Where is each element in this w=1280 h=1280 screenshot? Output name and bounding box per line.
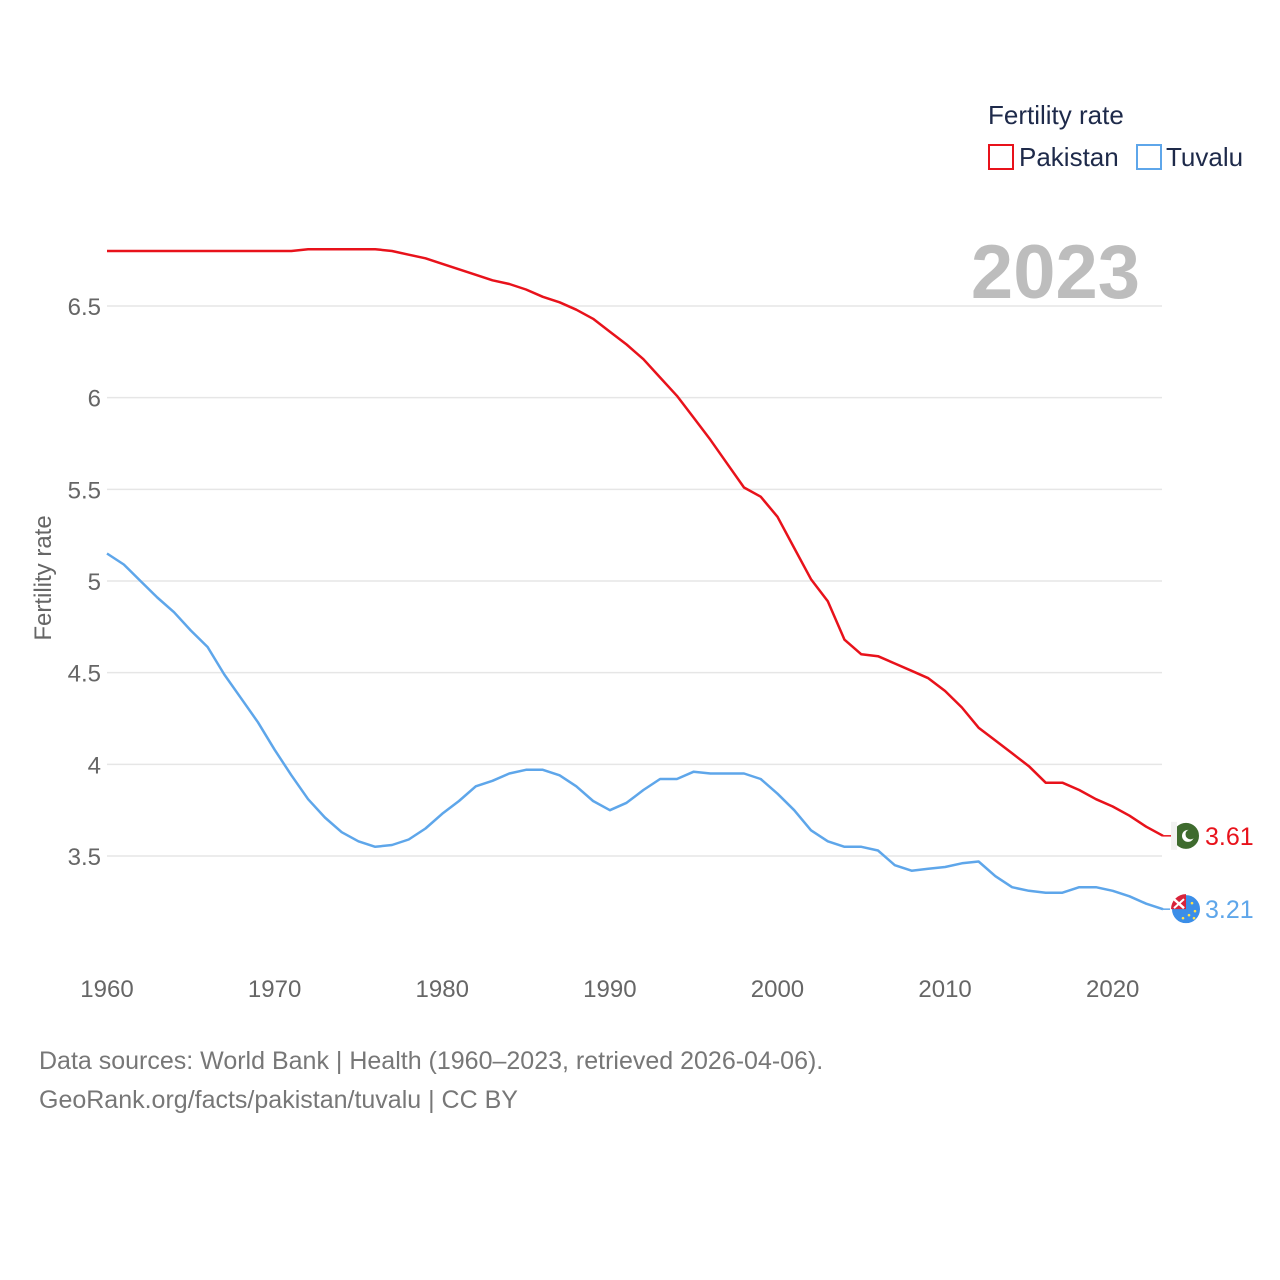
y-tick-label: 4.5 <box>68 661 101 688</box>
footer-source: Data sources: World Bank | Health (1960–… <box>39 1047 823 1075</box>
y-tick-label: 5.5 <box>68 477 101 504</box>
flag-saltire <box>1173 898 1185 909</box>
y-axis-ticks: 3.5 4 4.5 5 5.5 6 6.5 <box>68 294 101 871</box>
flag-white-band <box>1171 821 1177 850</box>
series <box>106 247 1164 911</box>
legend-swatch-tuvalu <box>1136 144 1162 170</box>
x-tick-label: 1980 <box>416 976 469 1003</box>
x-tick-label: 2020 <box>1086 976 1139 1003</box>
legend-title: Fertility rate <box>988 100 1124 130</box>
tuvalu-flag-icon <box>1170 893 1202 926</box>
y-axis-label: Fertility rate <box>30 515 57 640</box>
grid <box>107 305 1162 857</box>
x-tick-label: 2000 <box>751 976 804 1003</box>
current-year-label: 2023 <box>971 230 1140 315</box>
y-tick-label: 6 <box>88 386 101 413</box>
x-tick-label: 1990 <box>583 976 636 1003</box>
legend-item-pakistan[interactable]: Pakistan <box>988 142 1119 172</box>
series-line-pakistan[interactable] <box>107 247 1164 837</box>
footer-link[interactable]: GeoRank.org/facts/pakistan/tuvalu | CC B… <box>39 1086 518 1114</box>
flag-star <box>1193 909 1197 913</box>
flag-crescent-inner <box>1185 829 1196 840</box>
y-tick-label: 3.5 <box>68 844 101 871</box>
legend: Fertility rate Pakistan Tuvalu <box>988 100 1243 172</box>
x-axis-ticks: 1960 1970 1980 1990 2000 2010 2020 <box>80 976 1139 1003</box>
series-endpoints: 3.61 3.21 <box>1163 820 1254 926</box>
flag-star <box>1190 901 1194 905</box>
pakistan-flag-icon <box>1171 820 1201 851</box>
legend-swatch-pakistan <box>988 144 1014 170</box>
legend-label-pakistan: Pakistan <box>1019 142 1119 172</box>
x-tick-label: 1960 <box>80 976 133 1003</box>
series-line-tuvalu[interactable] <box>106 552 1164 911</box>
x-tick-label: 1970 <box>248 976 301 1003</box>
end-value-label-pakistan: 3.61 <box>1205 823 1254 851</box>
y-tick-label: 4 <box>88 752 101 779</box>
legend-label-tuvalu: Tuvalu <box>1166 142 1243 172</box>
flag-star <box>1181 916 1185 920</box>
y-tick-label: 5 <box>88 569 101 596</box>
flag-star <box>1192 916 1196 920</box>
x-tick-label: 2010 <box>918 976 971 1003</box>
end-value-label-tuvalu: 3.21 <box>1205 896 1254 924</box>
flag-star <box>1187 913 1191 917</box>
legend-item-tuvalu[interactable]: Tuvalu <box>1136 142 1243 172</box>
y-tick-label: 6.5 <box>68 294 101 321</box>
